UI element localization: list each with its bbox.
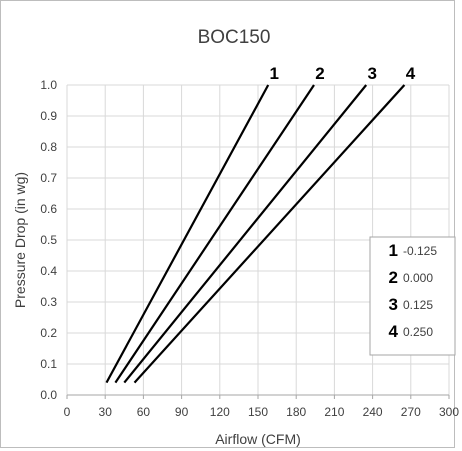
series-label-3: 3 [367,64,376,83]
legend-value: -0.125 [403,244,437,258]
y-tick-label: 0.3 [40,295,57,309]
legend-value: 0.125 [403,298,433,312]
x-tick-label: 60 [137,405,151,419]
series-label-2: 2 [315,64,324,83]
legend-number: 4 [389,322,399,341]
x-tick-label: 300 [439,405,459,419]
series-line-4 [133,84,406,384]
legend-value: 0.250 [403,325,433,339]
legend-number: 2 [389,268,398,287]
series-line-3 [123,84,368,384]
chart-frame [0,0,455,448]
y-tick-label: 0.7 [40,171,57,185]
x-tick-label: 0 [64,405,71,419]
y-tick-label: 0.8 [40,140,57,154]
y-tick-label: 0.5 [40,233,57,247]
series-layer: 1 2 3 4 [105,64,416,384]
x-tick-label: 120 [210,405,230,419]
legend-box [369,236,456,356]
x-tick-label: 240 [363,405,383,419]
y-tick-label: 0.2 [40,326,57,340]
x-tick-label: 180 [286,405,306,419]
x-tick-label: 150 [248,405,268,419]
x-axis-title: Airflow (CFM) [215,431,301,447]
chart-title: BOC150 [198,27,271,48]
x-tick-label: 90 [175,405,189,419]
y-tick-label: 0.0 [40,388,57,402]
y-tick-label: 1.0 [40,78,57,92]
y-tick-label: 0.9 [40,109,57,123]
series-line-2 [114,84,315,384]
x-tick-label: 270 [401,405,421,419]
legend-number: 1 [389,241,398,260]
y-tick-label: 0.1 [40,357,57,371]
series-line-1 [105,84,270,384]
series-label-1: 1 [269,64,278,83]
x-tick-label: 30 [99,405,113,419]
legend-value: 0.000 [403,271,433,285]
axes-layer: 0.0 0.1 0.2 0.3 0.4 0.5 0.6 0.7 0.8 0.9 1.0 0 30 60 90… [40,78,459,419]
y-tick-label: 0.4 [40,264,57,278]
legend: 1 -0.125 2 0.000 3 0.125 4 0.250 [369,236,456,356]
x-tick-label: 210 [324,405,344,419]
y-tick-label: 0.6 [40,202,57,216]
series-label-4: 4 [406,64,416,83]
legend-number: 3 [389,295,398,314]
y-axis-title: Pressure Drop (in wg) [12,172,28,308]
